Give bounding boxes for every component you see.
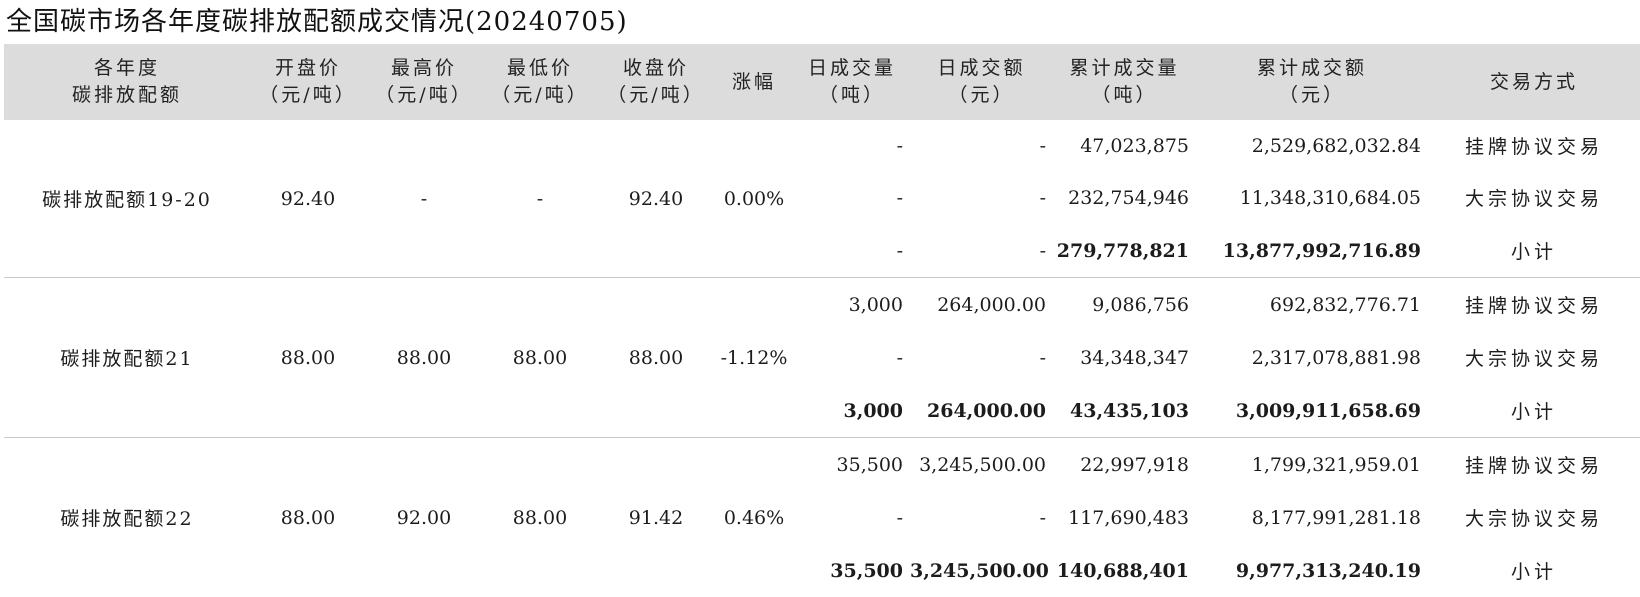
quota-name: 碳排放配额22 [4, 438, 250, 597]
daily-amount: 264,000.00 [910, 278, 1053, 332]
daily-volume: 35,500 [794, 438, 910, 492]
change-pct: 0.00% [714, 120, 794, 278]
daily-amount: - [910, 331, 1053, 384]
header-trade-mode: 交易方式 [1428, 44, 1640, 120]
close-price: 91.42 [598, 438, 714, 597]
subtotal-label: 小计 [1428, 384, 1640, 438]
trade-mode: 挂牌协议交易 [1428, 120, 1640, 171]
subtotal-label: 小计 [1428, 544, 1640, 597]
trade-mode: 挂牌协议交易 [1428, 278, 1640, 332]
table-row: 碳排放配额19-20 92.40 - - 92.40 0.00% - - 47,… [4, 120, 1640, 171]
page-title: 全国碳市场各年度碳排放配额成交情况(20240705) [6, 4, 628, 40]
low-price: 88.00 [482, 438, 598, 597]
header-close-price: 收盘价（元/吨） [598, 44, 714, 120]
trade-mode: 大宗协议交易 [1428, 331, 1640, 384]
low-price: 88.00 [482, 278, 598, 438]
header-change: 涨幅 [714, 44, 794, 120]
cum-volume-subtotal: 140,688,401 [1053, 544, 1196, 597]
table-header-row: 各年度碳排放配额 开盘价（元/吨） 最高价（元/吨） 最低价（元/吨） 收盘价（… [4, 44, 1640, 120]
cum-volume: 232,754,946 [1053, 171, 1196, 224]
header-high-price: 最高价（元/吨） [366, 44, 482, 120]
trade-mode: 大宗协议交易 [1428, 491, 1640, 544]
subtotal-label: 小计 [1428, 224, 1640, 278]
quota-name: 碳排放配额19-20 [4, 120, 250, 278]
daily-amount: 3,245,500.00 [910, 438, 1053, 492]
cum-amount-subtotal: 3,009,911,658.69 [1196, 384, 1428, 438]
daily-volume: - [794, 331, 910, 384]
header-daily-volume: 日成交量（吨） [794, 44, 910, 120]
header-daily-amount: 日成交额（元） [910, 44, 1053, 120]
daily-amount: - [910, 171, 1053, 224]
header-year-quota: 各年度碳排放配额 [4, 44, 250, 120]
close-price: 92.40 [598, 120, 714, 278]
daily-volume: - [794, 491, 910, 544]
change-pct: 0.46% [714, 438, 794, 597]
cum-volume: 34,348,347 [1053, 331, 1196, 384]
daily-volume: - [794, 120, 910, 171]
open-price: 88.00 [250, 278, 366, 438]
table-body: 碳排放配额19-20 92.40 - - 92.40 0.00% - - 47,… [4, 120, 1640, 597]
cum-volume: 22,997,918 [1053, 438, 1196, 492]
trade-mode: 大宗协议交易 [1428, 171, 1640, 224]
cum-volume-subtotal: 43,435,103 [1053, 384, 1196, 438]
high-price: 88.00 [366, 278, 482, 438]
cum-amount: 11,348,310,684.05 [1196, 171, 1428, 224]
open-price: 92.40 [250, 120, 366, 278]
header-cum-amount: 累计成交额（元） [1196, 44, 1428, 120]
high-price: - [366, 120, 482, 278]
daily-amount: - [910, 120, 1053, 171]
cum-volume: 117,690,483 [1053, 491, 1196, 544]
cum-amount-subtotal: 9,977,313,240.19 [1196, 544, 1428, 597]
header-low-price: 最低价（元/吨） [482, 44, 598, 120]
high-price: 92.00 [366, 438, 482, 597]
cum-volume-subtotal: 279,778,821 [1053, 224, 1196, 278]
close-price: 88.00 [598, 278, 714, 438]
table-row: 碳排放配额22 88.00 92.00 88.00 91.42 0.46% 35… [4, 438, 1640, 492]
table-row: 碳排放配额21 88.00 88.00 88.00 88.00 -1.12% 3… [4, 278, 1640, 332]
quota-name: 碳排放配额21 [4, 278, 250, 438]
low-price: - [482, 120, 598, 278]
cum-amount: 2,317,078,881.98 [1196, 331, 1428, 384]
daily-amount-subtotal: 264,000.00 [910, 384, 1053, 438]
cum-amount: 1,799,321,959.01 [1196, 438, 1428, 492]
cum-amount: 2,529,682,032.84 [1196, 120, 1428, 171]
carbon-trading-table: 各年度碳排放配额 开盘价（元/吨） 最高价（元/吨） 最低价（元/吨） 收盘价（… [4, 44, 1640, 597]
daily-volume: - [794, 224, 910, 278]
cum-amount: 692,832,776.71 [1196, 278, 1428, 332]
trade-mode: 挂牌协议交易 [1428, 438, 1640, 492]
cum-amount: 8,177,991,281.18 [1196, 491, 1428, 544]
change-pct: -1.12% [714, 278, 794, 438]
daily-amount: - [910, 224, 1053, 278]
daily-amount: - [910, 491, 1053, 544]
cum-volume: 47,023,875 [1053, 120, 1196, 171]
daily-volume: 3,000 [794, 278, 910, 332]
open-price: 88.00 [250, 438, 366, 597]
daily-volume-subtotal: 35,500 [794, 544, 910, 597]
cum-amount-subtotal: 13,877,992,716.89 [1196, 224, 1428, 278]
daily-amount-subtotal: 3,245,500.00 [910, 544, 1053, 597]
cum-volume: 9,086,756 [1053, 278, 1196, 332]
header-open-price: 开盘价（元/吨） [250, 44, 366, 120]
header-cum-volume: 累计成交量（吨） [1053, 44, 1196, 120]
daily-volume: - [794, 171, 910, 224]
daily-volume-subtotal: 3,000 [794, 384, 910, 438]
